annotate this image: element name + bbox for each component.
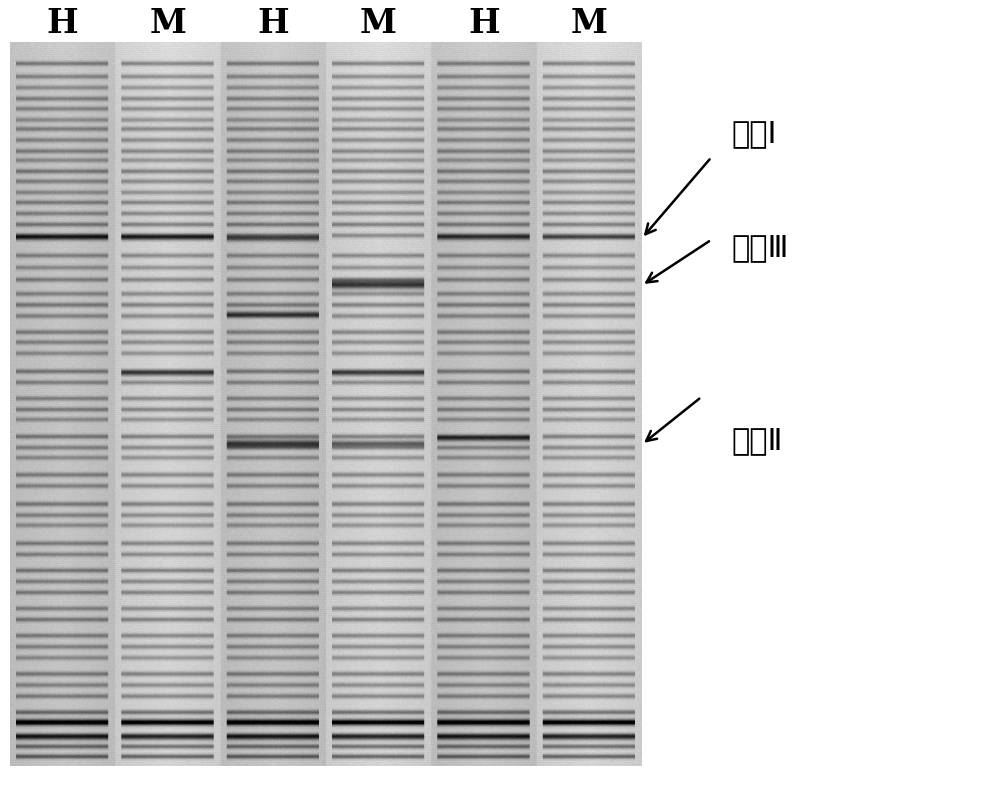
Text: M: M — [149, 7, 186, 40]
Text: H: H — [467, 7, 499, 40]
Text: H: H — [257, 7, 288, 40]
Text: 类型Ⅲ: 类型Ⅲ — [731, 233, 788, 262]
Text: M: M — [360, 7, 397, 40]
Text: M: M — [570, 7, 607, 40]
Text: 类型Ⅱ: 类型Ⅱ — [731, 426, 782, 454]
Text: H: H — [47, 7, 79, 40]
Text: 类型Ⅰ: 类型Ⅰ — [731, 119, 776, 148]
